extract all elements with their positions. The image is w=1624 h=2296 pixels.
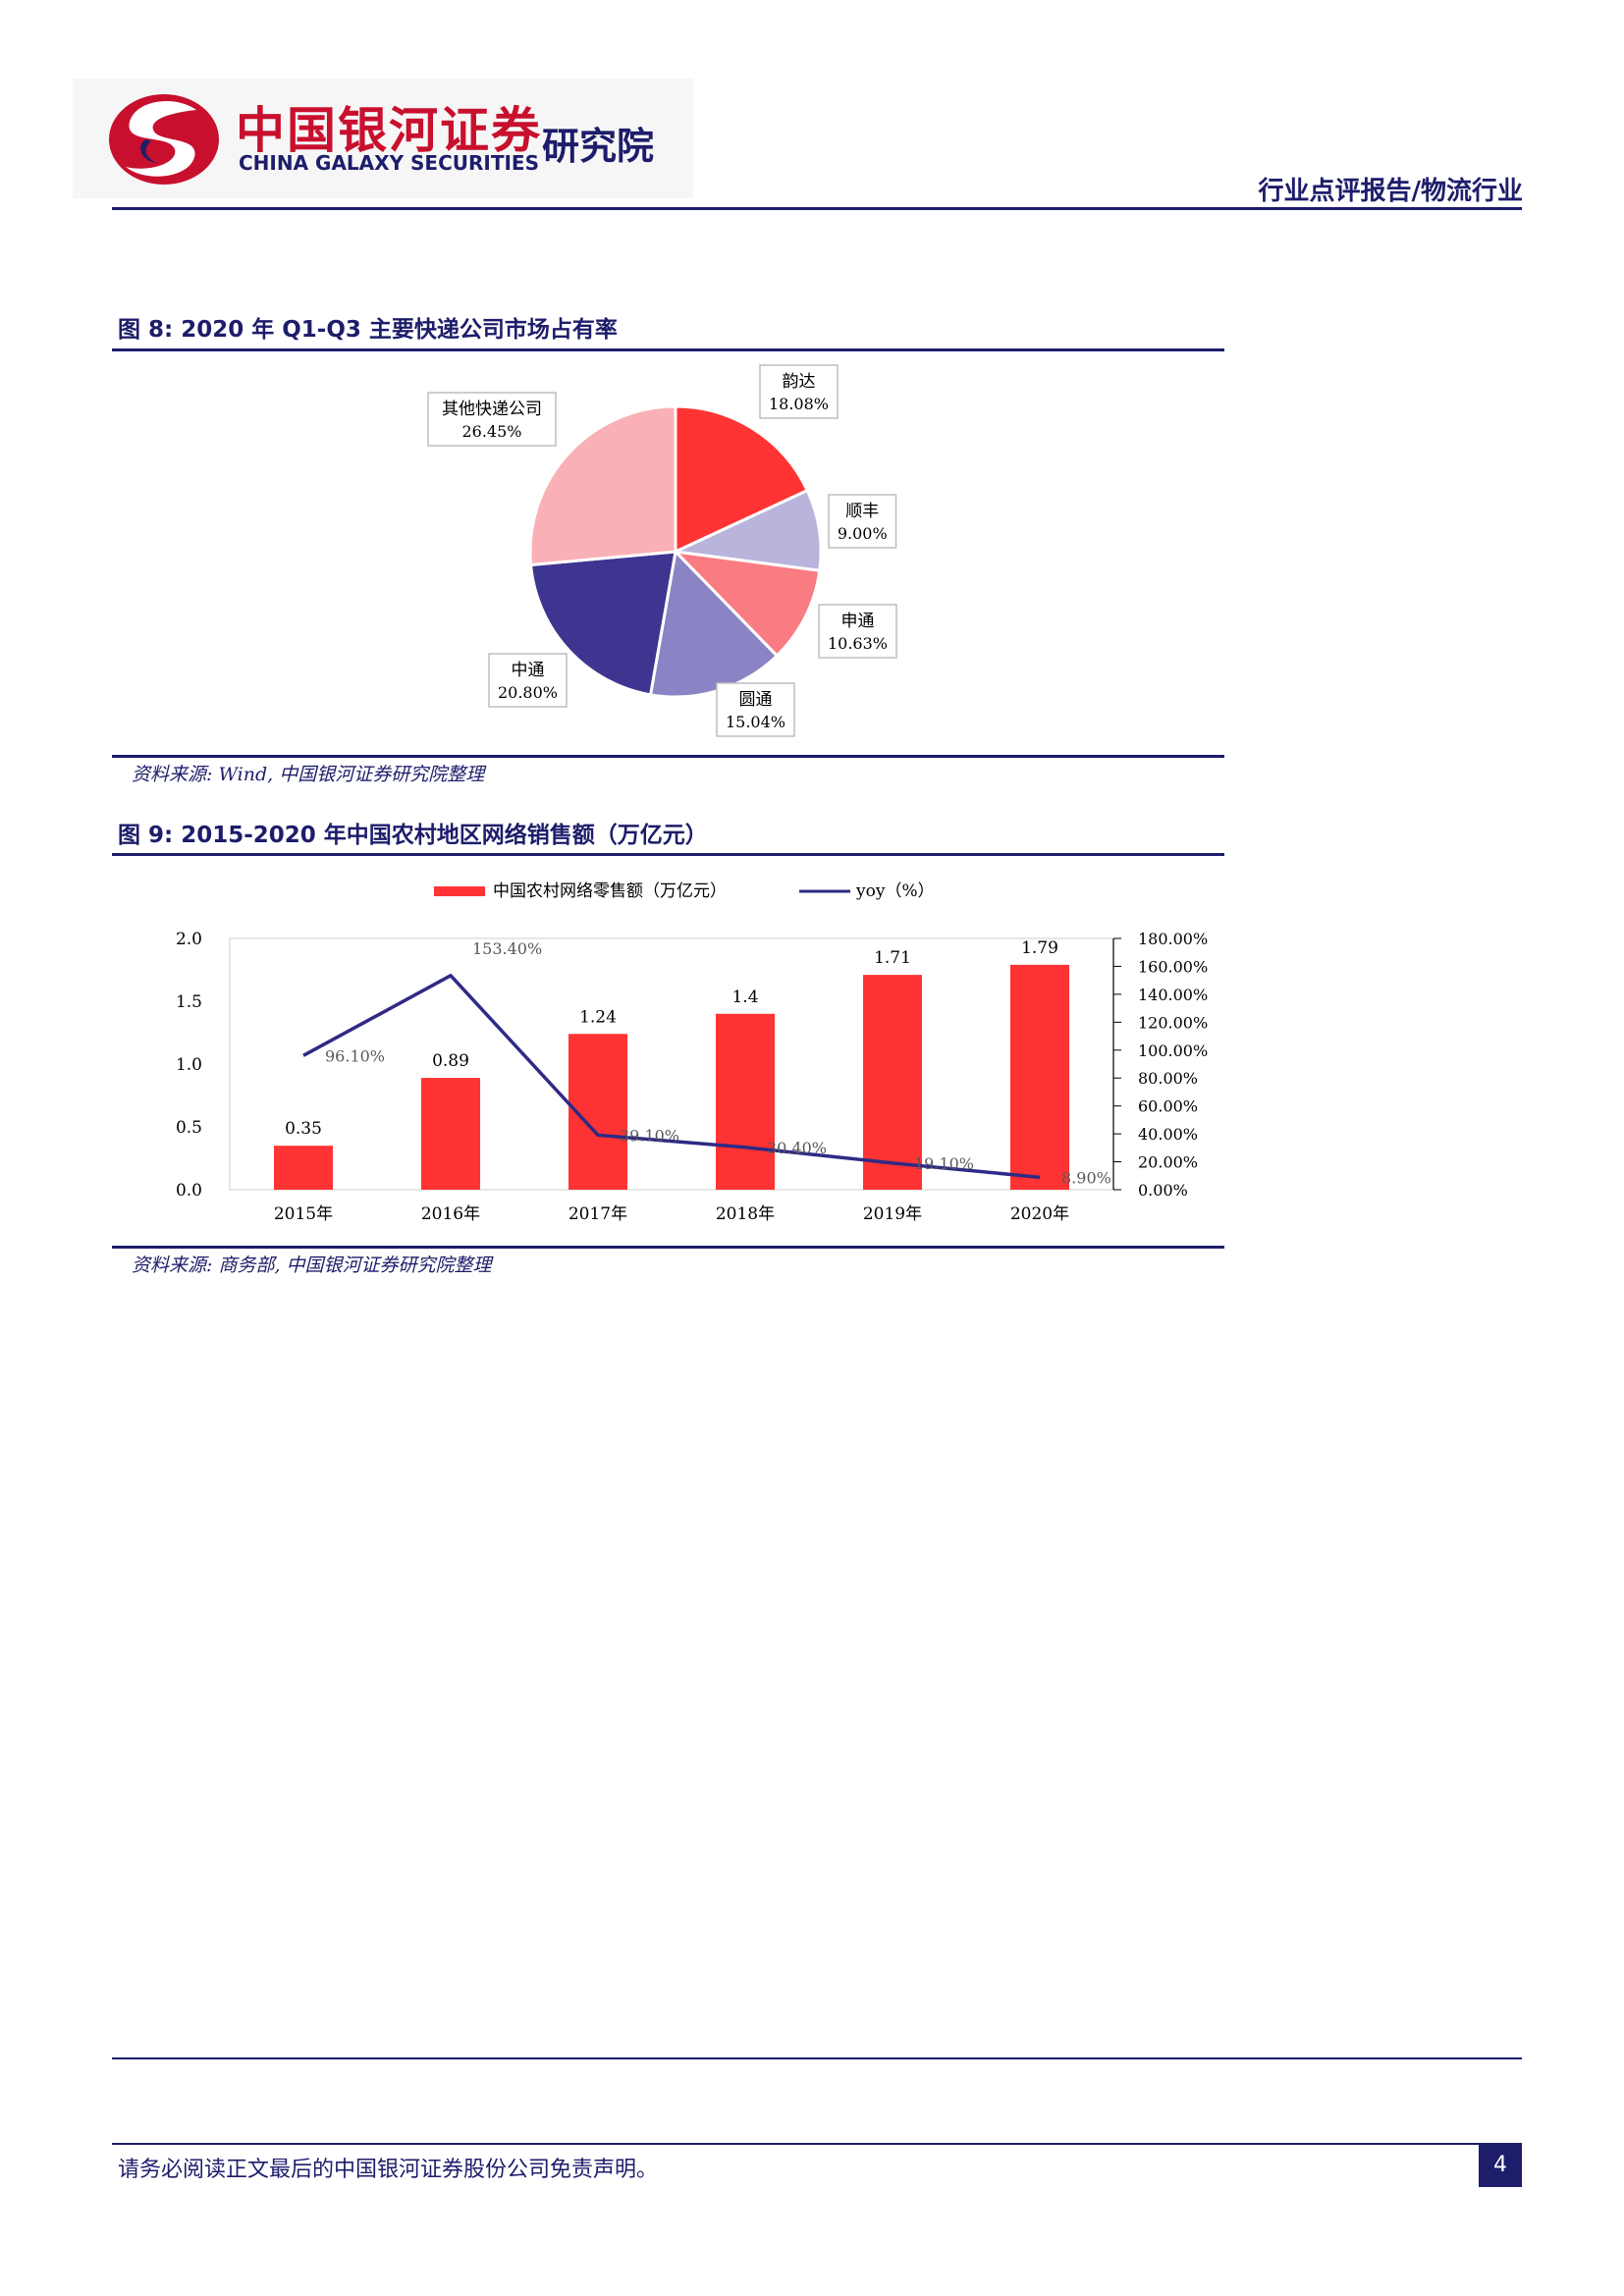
y-tick-label: 1.0 xyxy=(176,1055,202,1075)
pie-slice-value: 10.63% xyxy=(828,634,888,653)
x-tick-label: 2018年 xyxy=(716,1204,775,1224)
yoy-line xyxy=(302,974,1041,1180)
pie-slice xyxy=(674,404,810,555)
pie-slice-label: 圆通 xyxy=(739,690,773,710)
pie-slice xyxy=(670,488,823,572)
x-tick-label: 2019年 xyxy=(863,1204,922,1224)
bar-value-label: 1.71 xyxy=(874,948,911,968)
figure-8-bottom-rule xyxy=(112,755,1224,758)
figure-9-title: 图 9: 2015-2020 年中国农村地区网络销售额（万亿元） xyxy=(118,823,708,848)
line-value-label: 153.40% xyxy=(472,939,542,958)
report-type: 行业点评报告/物流行业 xyxy=(1258,177,1524,206)
bar-value-label: 1.4 xyxy=(731,988,758,1007)
line-value-label: 30.40% xyxy=(767,1139,827,1157)
bar xyxy=(274,1146,333,1190)
footer-rule-upper xyxy=(112,2057,1522,2059)
legend-line-label: yoy（%） xyxy=(855,881,935,901)
pie-slice xyxy=(528,404,677,567)
legend-bar-label: 中国农村网络零售额（万亿元） xyxy=(493,881,727,901)
pie-slice-value: 15.04% xyxy=(726,713,785,731)
pie-label-box xyxy=(427,392,557,447)
y2-tick-label: 80.00% xyxy=(1138,1069,1198,1088)
logo-institute: 研究院 xyxy=(542,125,655,168)
y2-tick-label: 60.00% xyxy=(1138,1097,1198,1116)
bar xyxy=(421,1078,480,1190)
bar xyxy=(863,975,922,1190)
disclaimer-text: 请务必阅读正文最后的中国银河证券股份公司免责声明。 xyxy=(118,2158,659,2182)
figure-9-bottom-rule xyxy=(112,1246,1224,1249)
pie-slice-value: 20.80% xyxy=(498,683,558,702)
y-tick-label: 0.5 xyxy=(176,1118,202,1138)
pie-slice xyxy=(528,550,677,697)
page-number: 4 xyxy=(1479,2144,1522,2187)
y-tick-label: 1.5 xyxy=(176,992,202,1012)
pie-label-box xyxy=(818,604,897,659)
pie-label-box xyxy=(716,682,795,737)
pie-slice-value: 26.45% xyxy=(461,422,521,441)
pie-chart: 韵达 18.08% 顺丰 9.00% 申通 10.63% 圆通 15.04% 中通 20.80% 其… xyxy=(427,364,897,737)
y2-tick-label: 100.00% xyxy=(1138,1041,1208,1060)
pie-slice-label: 顺丰 xyxy=(845,502,879,521)
bar-value-label: 1.79 xyxy=(1021,938,1058,958)
x-tick-label: 2016年 xyxy=(421,1204,480,1224)
pie-slice-label: 其他快递公司 xyxy=(442,400,542,419)
bar xyxy=(1010,964,1069,1190)
y2-tick-label: 180.00% xyxy=(1138,930,1208,948)
pie-slice-label: 中通 xyxy=(512,661,545,680)
x-tick-label: 2020年 xyxy=(1010,1204,1069,1224)
y2-tick-label: 40.00% xyxy=(1138,1125,1198,1144)
y2-tick-label: 160.00% xyxy=(1138,957,1208,976)
bar-value-label: 1.24 xyxy=(579,1007,617,1027)
bar-value-label: 0.89 xyxy=(432,1051,469,1071)
pie-label-box xyxy=(488,653,568,708)
y2-tick-label: 20.00% xyxy=(1138,1153,1198,1172)
figure-9-source: 资料来源: 商务部, 中国银河证券研究院整理 xyxy=(132,1255,492,1276)
pie-slice-label: 申通 xyxy=(841,612,875,631)
y2-tick-label: 0.00% xyxy=(1138,1181,1188,1200)
figure-8-title: 图 8: 2020 年 Q1-Q3 主要快递公司市场占有率 xyxy=(118,317,618,343)
bar-value-label: 0.35 xyxy=(285,1119,322,1139)
footer-rule-lower xyxy=(112,2143,1522,2145)
x-tick-label: 2015年 xyxy=(274,1204,333,1224)
y-tick-label: 2.0 xyxy=(176,930,202,949)
line-value-label: 39.10% xyxy=(620,1126,679,1145)
line-value-label: 96.10% xyxy=(325,1046,385,1065)
logo-chinese-name: 中国银河证券 xyxy=(236,102,542,159)
pie-slice-value: 9.00% xyxy=(838,524,888,543)
pie-label-box xyxy=(828,494,897,549)
y-tick-label: 0.0 xyxy=(176,1181,202,1201)
pie-slice-value: 18.08% xyxy=(769,395,829,413)
figure-8-top-rule xyxy=(112,348,1224,351)
legend-bar-swatch xyxy=(434,886,485,896)
pie-slice xyxy=(671,549,822,659)
pie-slice-label: 韵达 xyxy=(783,372,816,392)
bar xyxy=(716,1013,775,1190)
figure-8-source: 资料来源: Wind, 中国银河证券研究院整理 xyxy=(132,764,485,785)
header-rule xyxy=(112,207,1522,210)
line-value-label: 19.10% xyxy=(914,1154,974,1173)
y2-tick-label: 140.00% xyxy=(1138,986,1208,1004)
logo-english-name: CHINA GALAXY SECURITIES xyxy=(239,151,539,175)
x-tick-label: 2017年 xyxy=(568,1204,627,1224)
line-value-label: 8.90% xyxy=(1061,1168,1111,1187)
bar-line-chart: 中国农村网络零售额（万亿元） yoy（%） 0.0 0.5 1.0 1.5 2.0 0.0… xyxy=(176,881,1208,1224)
y2-tick-label: 120.00% xyxy=(1138,1013,1208,1032)
galaxy-logo-icon xyxy=(109,94,219,185)
figure-9-top-rule xyxy=(112,853,1224,856)
pie-label-box xyxy=(759,364,839,419)
chart-legend: 中国农村网络零售额（万亿元） yoy（%） xyxy=(434,881,935,901)
